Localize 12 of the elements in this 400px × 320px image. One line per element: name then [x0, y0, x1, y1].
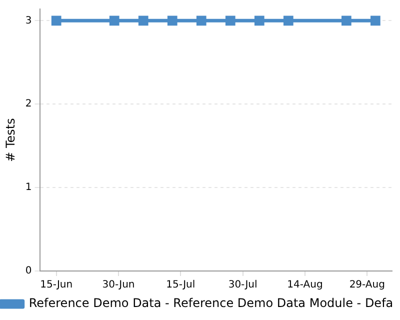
y-tick-label: 0	[25, 266, 32, 277]
x-tick-label: 15-Jul	[166, 280, 196, 291]
y-tick-label: 1	[25, 182, 32, 194]
x-tick-label: 15-Jun	[40, 280, 73, 291]
x-tick-label: 14-Aug	[287, 280, 323, 291]
x-tick-label: 30-Jul	[228, 280, 258, 291]
x-tick-label: 30-Jun	[102, 280, 135, 291]
y-axis-title: # Tests	[3, 118, 18, 162]
y-tick-label: 2	[25, 98, 32, 110]
legend-label: Reference Demo Data - Reference Demo Data Module - Defa	[28, 296, 394, 310]
x-tick-label: 29-Aug	[349, 280, 385, 291]
y-tick-label: 3	[25, 15, 32, 26]
